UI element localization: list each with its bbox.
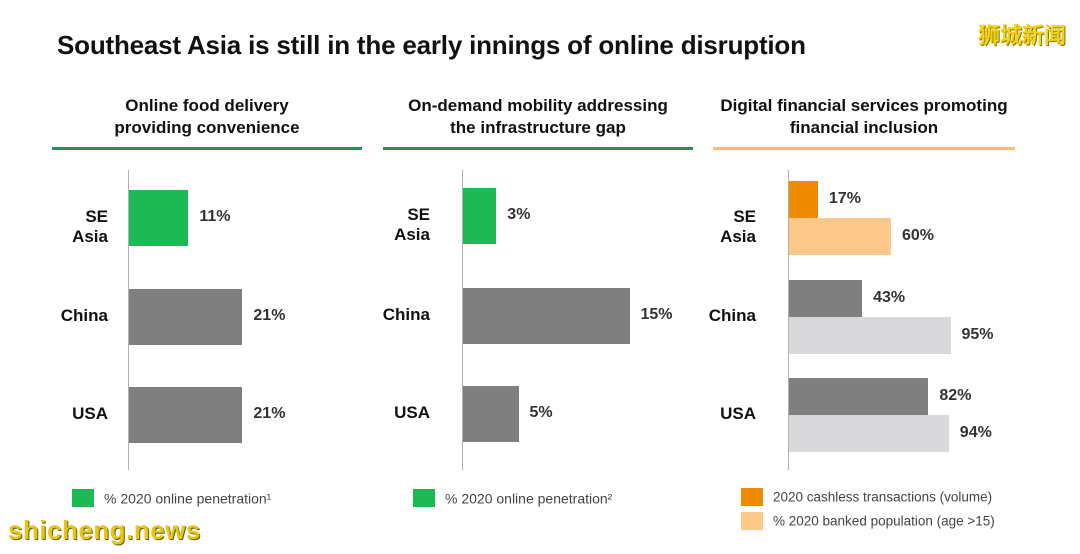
bar bbox=[789, 218, 891, 255]
value-label: 94% bbox=[959, 423, 992, 441]
legend-label: % 2020 banked population (age >15) bbox=[773, 513, 995, 529]
value-label: 21% bbox=[253, 405, 286, 422]
panel-rule bbox=[713, 147, 1015, 150]
legend: 2020 cashless transactions (volume) % 20… bbox=[741, 485, 995, 533]
value-label: 3% bbox=[507, 206, 531, 223]
value-label: 15% bbox=[640, 306, 673, 323]
legend-label: 2020 cashless transactions (volume) bbox=[773, 489, 993, 505]
bar bbox=[463, 386, 519, 442]
legend-item: % 2020 banked population (age >15) bbox=[741, 509, 995, 533]
value-label: 11% bbox=[199, 208, 231, 225]
panel-title: Digital financial services promoting fin… bbox=[720, 96, 1008, 137]
legend-item: % 2020 online penetration¹ bbox=[72, 485, 271, 509]
panel-rule bbox=[383, 147, 693, 150]
page-title: Southeast Asia is still in the early inn… bbox=[57, 30, 806, 60]
category-label: China bbox=[382, 305, 430, 324]
legend: % 2020 online penetration¹ bbox=[72, 485, 271, 509]
value-label: 5% bbox=[529, 404, 553, 421]
bar bbox=[129, 190, 189, 246]
bar bbox=[129, 289, 243, 345]
category-label: SE Asia bbox=[72, 207, 108, 246]
value-label: 17% bbox=[828, 189, 861, 207]
bar bbox=[789, 378, 929, 415]
panel-financial: Digital financial services promoting fin… bbox=[709, 95, 1015, 531]
legend-swatch bbox=[413, 489, 435, 508]
watermark-bottom-left: shicheng.news bbox=[8, 515, 201, 545]
category-label: USA bbox=[394, 403, 430, 422]
panel-rule bbox=[52, 147, 362, 150]
y-axis-line bbox=[128, 170, 129, 470]
bar bbox=[463, 288, 630, 344]
category-label: SE Asia bbox=[720, 207, 756, 246]
panel-title: On-demand mobility addressing the infras… bbox=[408, 96, 668, 137]
value-label: 43% bbox=[873, 288, 906, 306]
panel-title: Online food delivery providing convenien… bbox=[114, 96, 300, 137]
legend-item: 2020 cashless transactions (volume) bbox=[741, 485, 995, 509]
value-label: 95% bbox=[961, 325, 994, 343]
category-label: China bbox=[60, 306, 108, 325]
bar bbox=[789, 280, 863, 317]
y-axis-line bbox=[788, 170, 789, 470]
legend-swatch bbox=[741, 488, 763, 507]
legend-swatch bbox=[741, 512, 763, 531]
bar bbox=[129, 387, 243, 443]
bar bbox=[789, 317, 951, 354]
bar bbox=[789, 415, 949, 452]
legend-label: % 2020 online penetration² bbox=[445, 490, 613, 507]
y-axis-line bbox=[462, 170, 463, 470]
value-label: 60% bbox=[902, 226, 935, 244]
category-label: China bbox=[708, 306, 756, 325]
watermark-top-right: 狮城新闻 bbox=[977, 23, 1066, 48]
category-label: USA bbox=[720, 404, 756, 423]
panel-mobility: On-demand mobility addressing the infras… bbox=[383, 95, 693, 515]
value-label: 21% bbox=[253, 307, 286, 324]
legend-label: % 2020 online penetration¹ bbox=[104, 490, 272, 507]
legend-item: % 2020 online penetration² bbox=[413, 485, 612, 509]
category-label: SE Asia bbox=[394, 205, 430, 244]
bar bbox=[789, 181, 818, 218]
value-label: 82% bbox=[939, 386, 972, 404]
legend: % 2020 online penetration² bbox=[413, 485, 612, 509]
panel-food-delivery: Online food delivery providing convenien… bbox=[52, 95, 362, 515]
bar bbox=[463, 188, 497, 244]
legend-swatch bbox=[72, 489, 94, 508]
category-label: USA bbox=[72, 404, 108, 423]
